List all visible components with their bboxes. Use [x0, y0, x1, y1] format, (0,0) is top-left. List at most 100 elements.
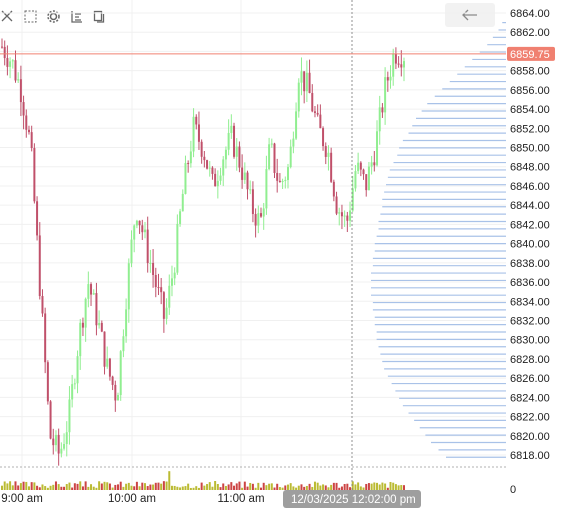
candle-body [241, 167, 244, 180]
volume-bar [227, 484, 230, 490]
candle-body [57, 434, 60, 454]
volume-bar [260, 487, 263, 490]
candle-body [179, 211, 182, 224]
y-tick-label: 6826.00 [510, 373, 550, 385]
candle-body [206, 160, 209, 169]
volume-bar [359, 486, 362, 490]
volume-bar [114, 484, 117, 490]
candle-body [332, 181, 335, 197]
volume-bar [44, 486, 47, 490]
volume-bar [52, 484, 55, 490]
candle-body [295, 111, 298, 139]
volume-bar [49, 485, 52, 490]
volume-bar [251, 483, 254, 490]
candle-body [403, 61, 405, 68]
layout-icon[interactable] [92, 9, 106, 23]
volume-bar [311, 486, 314, 490]
volume-bar [103, 481, 106, 490]
price-badge [507, 46, 555, 61]
candle-body [168, 285, 171, 308]
candle-body [165, 307, 168, 319]
volume-bar [313, 481, 316, 490]
candle-body [68, 399, 71, 433]
candle-body [79, 322, 82, 357]
volume-bar [303, 486, 306, 490]
volume-bar [208, 482, 211, 490]
candle-body [127, 263, 130, 310]
candle-body [135, 220, 138, 226]
volume-bar [278, 487, 281, 490]
candle-body [262, 208, 265, 217]
candle-body [381, 107, 384, 113]
candle-body [278, 180, 281, 183]
candle-body [397, 63, 400, 65]
volume-bar [133, 486, 136, 490]
y-tick-label: 6846.00 [510, 181, 550, 193]
volume-bar [351, 481, 354, 490]
volume-bar [9, 481, 12, 490]
candle-body [338, 212, 341, 214]
candle-body [98, 322, 101, 326]
candle-body [6, 58, 9, 67]
volume-bar [33, 482, 36, 490]
volume-bar [222, 483, 225, 490]
y-tick-label: 6824.00 [510, 392, 550, 404]
volume-bar [238, 481, 241, 490]
volume-bar [181, 486, 184, 490]
volume-bar [135, 481, 138, 490]
volume-bar [305, 485, 308, 490]
candle-body [76, 356, 79, 384]
volume-bar [276, 483, 279, 490]
volume-bar [233, 485, 236, 490]
candle-body [351, 188, 354, 211]
volume-bar [354, 484, 357, 490]
candle-body [197, 124, 200, 142]
volume-bar [389, 481, 392, 490]
volume-bar [162, 481, 165, 490]
y-tick-label: 6844.00 [510, 200, 550, 212]
candle-body [303, 71, 306, 92]
candle-body [273, 143, 276, 173]
back-button[interactable] [445, 3, 495, 27]
volume-bar [54, 481, 57, 490]
candles [1, 38, 405, 466]
volume-bar [122, 486, 125, 490]
candle-body [38, 235, 41, 297]
volume-bar [273, 487, 276, 490]
volume-bar [362, 487, 365, 490]
volume-bar [30, 482, 33, 490]
candle-body [162, 292, 165, 319]
candle-body [84, 298, 87, 328]
y-tick-label: 6856.00 [510, 85, 550, 97]
volume-bar [130, 485, 133, 490]
candle-body [106, 358, 109, 367]
volume-bar [343, 484, 346, 490]
candle-body [71, 384, 74, 400]
candle-body [227, 132, 230, 150]
volume-bar [235, 483, 238, 490]
candle-body [362, 169, 365, 175]
x-tick-label: 9:00 am [1, 493, 43, 505]
volume-bar [138, 486, 141, 490]
candle-body [27, 129, 30, 133]
volume-bar [349, 487, 352, 490]
volume-bar [79, 481, 82, 490]
volume-bar [357, 482, 360, 490]
volume-bars [1, 471, 405, 490]
y-tick-label: 6862.00 [510, 27, 550, 39]
candle-body [154, 274, 157, 288]
volume-bar [400, 485, 403, 490]
volume-bar [300, 484, 303, 490]
volume-bar [262, 482, 265, 490]
zoom-box-icon[interactable] [23, 9, 37, 23]
candle-body [19, 79, 22, 103]
volume-bar [335, 482, 338, 490]
volume-bar [376, 482, 379, 490]
volume-bar [179, 487, 182, 490]
volume-bar [286, 484, 289, 490]
volume-bar [141, 482, 144, 490]
candle-body [224, 149, 227, 160]
candle-body [60, 448, 63, 454]
volume-bar [176, 486, 179, 490]
